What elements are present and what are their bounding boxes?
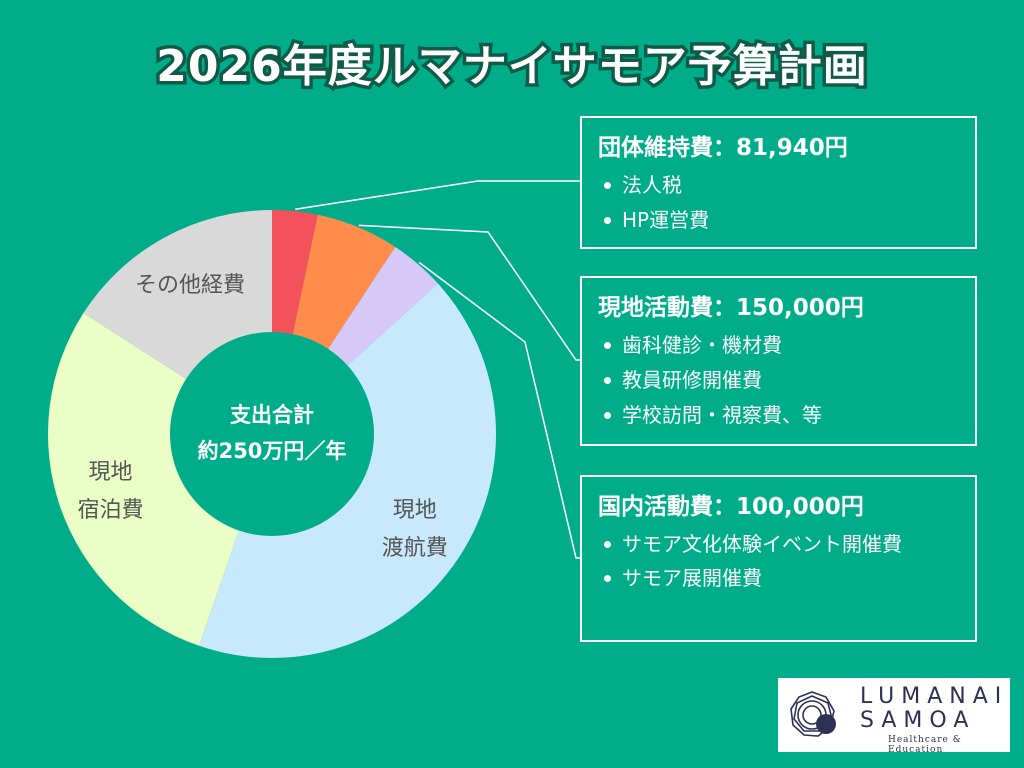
page-title: 2026年度ルマナイサモア予算計画 xyxy=(153,38,870,96)
box-genchi: 現地活動費：150,000円 歯科健診・機材費 教員研修開催費 学校訪問・視察費… xyxy=(580,276,977,446)
box-dantai-title: 団体維持費：81,940円 xyxy=(598,135,848,161)
logo-tagline: Healthcare & Education xyxy=(888,735,962,755)
donut-slice-2 xyxy=(328,246,438,366)
logo-mark-icon xyxy=(790,691,836,737)
box-kokunai: 国内活動費：100,000円 サモア文化体験イベント開催費 サモア展開催費 xyxy=(580,475,977,642)
box-genchi-item: 教員研修開催費 xyxy=(604,363,959,398)
slice-label-3-0: 現地 xyxy=(393,498,437,523)
box-kokunai-item: サモア文化体験イベント開催費 xyxy=(604,527,947,561)
box-dantai: 団体維持費：81,940円 法人税 HP運営費 xyxy=(580,116,977,249)
donut-slice-5 xyxy=(83,210,272,379)
box-genchi-item: 歯科健診・機材費 xyxy=(604,328,959,363)
slice-label-5-0: その他経費 xyxy=(135,273,245,298)
connector-line-1 xyxy=(358,224,580,361)
slice-label-4-0: 現地 xyxy=(88,460,132,485)
box-dantai-item: 法人税 xyxy=(604,168,959,203)
donut-slice-0 xyxy=(272,210,318,335)
box-kokunai-item: サモア展開催費 xyxy=(604,561,959,596)
center-label-line2: 約250万円／年 xyxy=(198,439,347,463)
box-genchi-item: 学校訪問・視察費、等 xyxy=(604,398,959,433)
connector-line-0 xyxy=(295,180,580,210)
slice-label-3-1: 渡航費 xyxy=(382,536,448,561)
donut-slice-3 xyxy=(199,283,497,659)
logo-line1: LUMANAI xyxy=(860,684,1009,709)
connector-line-2 xyxy=(418,261,580,559)
box-genchi-title: 現地活動費：150,000円 xyxy=(598,295,864,321)
slice-label-4-1: 宿泊費 xyxy=(77,498,143,523)
box-dantai-item: HP運営費 xyxy=(604,203,959,238)
donut-slice-1 xyxy=(292,214,396,349)
donut-slice-4 xyxy=(47,313,239,646)
center-label-line1: 支出合計 xyxy=(230,403,314,427)
box-kokunai-title: 国内活動費：100,000円 xyxy=(598,494,864,520)
lumanai-samoa-logo: LUMANAI SAMOA Healthcare & Education xyxy=(778,678,1010,755)
logo-line2: SAMOA xyxy=(860,708,976,733)
